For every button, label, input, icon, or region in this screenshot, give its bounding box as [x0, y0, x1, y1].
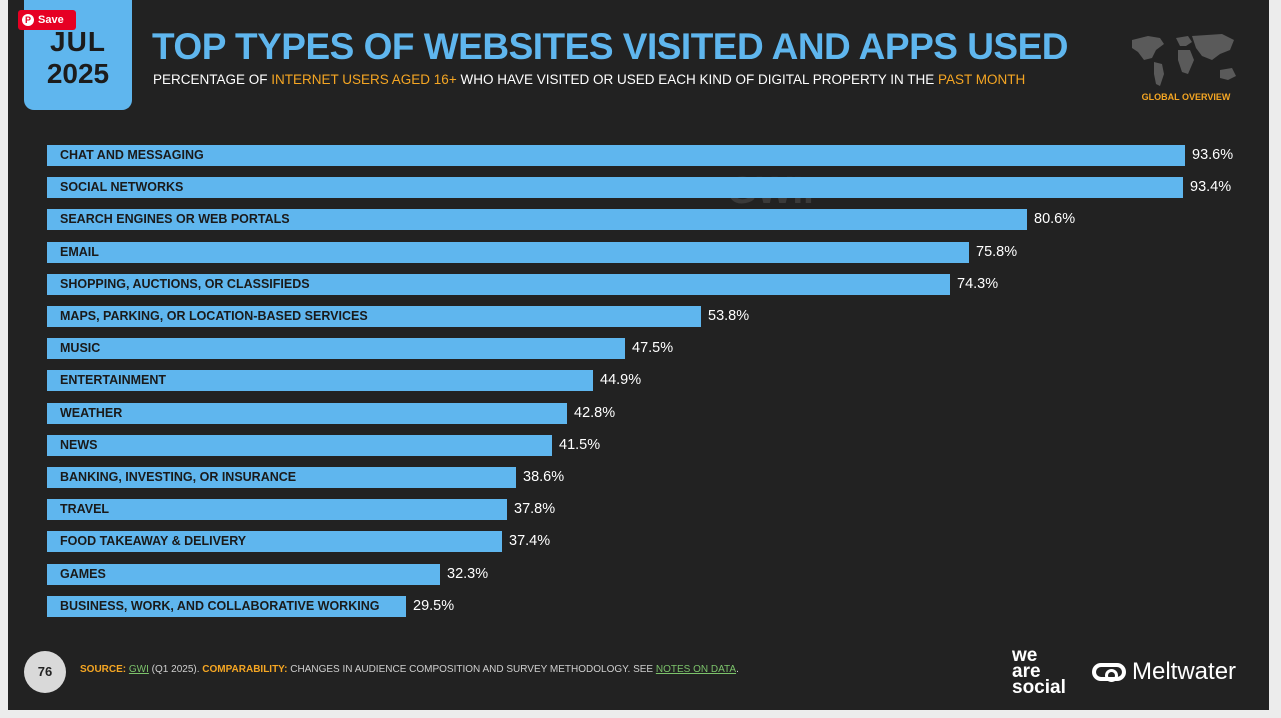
subtitle-part1: PERCENTAGE OF — [153, 72, 272, 87]
source-gwi-link[interactable]: GWI — [128, 664, 149, 675]
page-number: 76 — [24, 651, 66, 693]
meltwater-icon — [1092, 663, 1126, 682]
bar-chart: CHAT AND MESSAGING 93.6% SOCIAL NETWORKS 93… — [8, 0, 1269, 640]
bar — [47, 370, 593, 391]
comparability-text: CHANGES IN AUDIENCE COMPOSITION AND SURV… — [287, 664, 656, 675]
page-subtitle: PERCENTAGE OF INTERNET USERS AGED 16+ WH… — [153, 72, 1025, 87]
bar-value-label: 42.8% — [574, 405, 616, 421]
bar-value-label: 41.5% — [559, 437, 601, 453]
pinterest-icon: P — [22, 14, 34, 26]
bar-category-label: TRAVEL — [60, 502, 110, 516]
bar — [47, 145, 1185, 166]
meltwater-wordmark: Meltwater — [1132, 658, 1237, 685]
bar — [47, 306, 701, 327]
bar — [47, 274, 950, 295]
bar-category-label: FOOD TAKEAWAY & DELIVERY — [60, 534, 247, 548]
bar-value-label: 44.9% — [600, 372, 642, 388]
logo-word-we: we — [1012, 645, 1038, 666]
global-overview-label: GLOBAL OVERVIEW — [1141, 92, 1231, 102]
subtitle-part2: WHO HAVE VISITED OR USED EACH KIND OF DI… — [456, 72, 939, 87]
bar-category-label: SOCIAL NETWORKS — [60, 180, 184, 194]
bar-category-label: BUSINESS, WORK, AND COLLABORATIVE WORKIN… — [60, 599, 380, 613]
bar-category-label: BANKING, INVESTING, OR INSURANCE — [60, 470, 297, 484]
bar — [47, 564, 440, 585]
save-button-label: Save — [38, 14, 64, 26]
bar-category-label: ENTERTAINMENT — [60, 373, 167, 387]
source-date: (Q1 2025). — [148, 664, 203, 675]
bar — [47, 531, 502, 552]
notes-end: . — [736, 664, 739, 675]
date-month: JUL — [50, 26, 106, 57]
bar — [47, 596, 406, 617]
bar-category-label: CHAT AND MESSAGING — [60, 148, 204, 162]
logo-word-social: social — [1012, 677, 1066, 698]
bar-category-label: MUSIC — [60, 341, 101, 355]
bar-value-label: 53.8% — [708, 308, 750, 324]
bar — [47, 209, 1027, 230]
bar-value-label: 74.3% — [957, 276, 999, 292]
bar-category-label: MAPS, PARKING, OR LOCATION-BASED SERVICE… — [60, 309, 368, 323]
source-note: SOURCE: GWI (Q1 2025). COMPARABILITY: CH… — [80, 664, 739, 675]
pinterest-save-button[interactable]: P Save — [18, 10, 76, 30]
meltwater-logo: Meltwater — [1092, 658, 1236, 686]
bar-value-label: 47.5% — [632, 340, 674, 356]
bar-category-label: WEATHER — [60, 406, 123, 420]
subtitle-highlight-period: PAST MONTH — [938, 72, 1026, 87]
bar-value-label: 75.8% — [976, 244, 1018, 260]
bar-value-label: 29.5% — [413, 598, 455, 614]
bar-value-label: 38.6% — [523, 469, 565, 485]
bar-category-label: GAMES — [60, 567, 106, 581]
date-year: 2025 — [46, 58, 110, 89]
bar-category-label: EMAIL — [60, 245, 99, 259]
bar — [47, 177, 1183, 198]
bar — [47, 338, 625, 359]
bar — [47, 499, 507, 520]
source-label: SOURCE: — [80, 664, 127, 675]
logo-word-are: are — [1012, 661, 1041, 682]
date-tab: JUL 2025 — [24, 0, 132, 110]
bar — [47, 403, 567, 424]
bar-value-label: 93.6% — [1192, 147, 1234, 163]
bar-category-label: SHOPPING, AUCTIONS, OR CLASSIFIEDS — [60, 277, 310, 291]
bar-category-label: SEARCH ENGINES OR WEB PORTALS — [60, 212, 290, 226]
slide: JUL 2025 P Save TOP TYPES OF WEBSITES VI… — [8, 0, 1269, 710]
bar — [47, 435, 552, 456]
bar-value-label: 37.4% — [509, 533, 551, 549]
world-map-icon — [1132, 34, 1236, 86]
comparability-label: COMPARABILITY: — [202, 664, 288, 675]
bar-value-label: 93.4% — [1190, 179, 1232, 195]
notes-on-data-link[interactable]: NOTES ON DATA — [655, 664, 737, 675]
bar-value-label: 32.3% — [447, 566, 489, 582]
bar-category-label: NEWS — [60, 438, 98, 452]
bar-value-label: 80.6% — [1034, 211, 1076, 227]
bar — [47, 242, 969, 263]
subtitle-highlight-audience: INTERNET USERS AGED 16+ — [271, 72, 457, 87]
we-are-social-logo: we are social — [1012, 645, 1066, 698]
bar — [47, 467, 516, 488]
page-title: TOP TYPES OF WEBSITES VISITED AND APPS U… — [152, 26, 1069, 67]
bar-value-label: 37.8% — [514, 501, 556, 517]
